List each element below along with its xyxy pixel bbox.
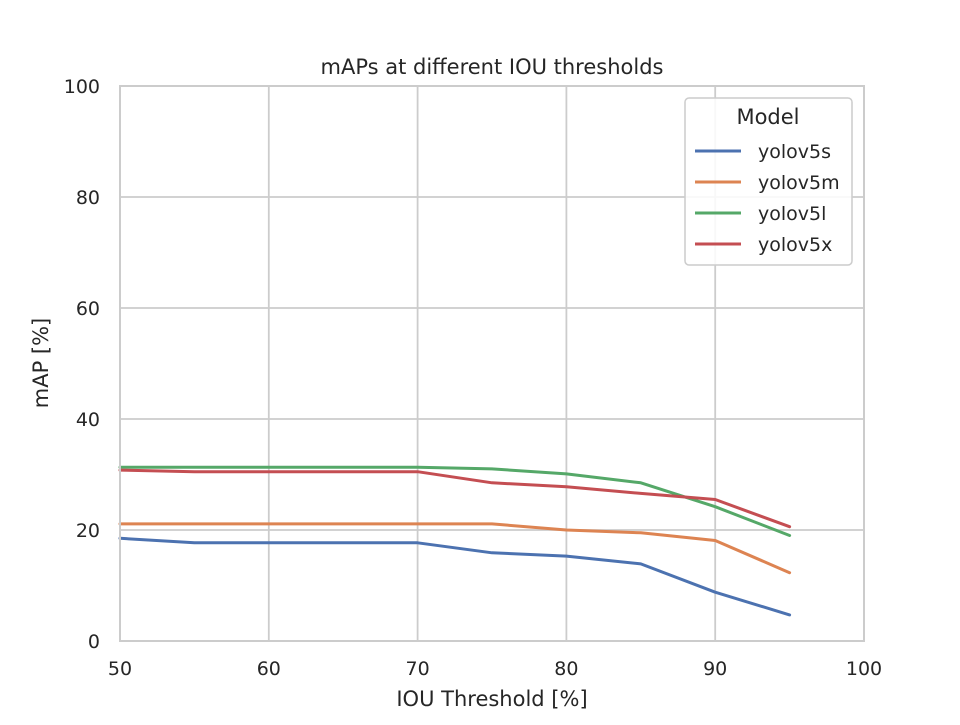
legend-label-yolov5m: yolov5m xyxy=(758,172,840,194)
y-tick-label: 40 xyxy=(76,409,100,431)
y-tick-label: 100 xyxy=(64,76,100,98)
y-tick-label: 20 xyxy=(76,520,100,542)
plot-frame xyxy=(119,85,865,642)
x-tick-label: 60 xyxy=(257,658,281,680)
x-tick-label: 80 xyxy=(554,658,578,680)
x-tick-label: 100 xyxy=(846,658,882,680)
y-tick-label: 0 xyxy=(88,631,100,653)
x-tick-label: 90 xyxy=(703,658,727,680)
x-tick-labels: 50 60 70 80 90 100 xyxy=(108,658,882,680)
y-tick-label: 60 xyxy=(76,298,100,320)
chart-title: mAPs at different IOU thresholds xyxy=(321,55,664,79)
x-tick-label: 50 xyxy=(108,658,132,680)
y-tick-labels: 0 20 40 60 80 100 xyxy=(64,76,100,653)
legend-label-yolov5l: yolov5l xyxy=(758,203,826,225)
legend-box xyxy=(684,97,853,266)
series-lines xyxy=(118,465,792,617)
series-line-yolov5x xyxy=(118,468,792,529)
y-tick-label: 80 xyxy=(76,187,100,209)
series-line-yolov5s xyxy=(118,536,792,617)
series-line-yolov5l xyxy=(118,465,792,537)
legend-label-yolov5s: yolov5s xyxy=(758,141,831,163)
x-tick-label: 70 xyxy=(406,658,430,680)
x-axis-label: IOU Threshold [%] xyxy=(396,687,587,711)
legend-items: yolov5s yolov5m yolov5l yolov5x xyxy=(695,141,840,256)
series-line-yolov5m xyxy=(118,522,792,575)
y-axis-label: mAP [%] xyxy=(29,318,53,409)
legend-title: Model xyxy=(736,105,799,129)
legend: Model yolov5s yolov5m yolov5l yolov5x xyxy=(684,97,853,266)
legend-label-yolov5x: yolov5x xyxy=(758,234,832,256)
